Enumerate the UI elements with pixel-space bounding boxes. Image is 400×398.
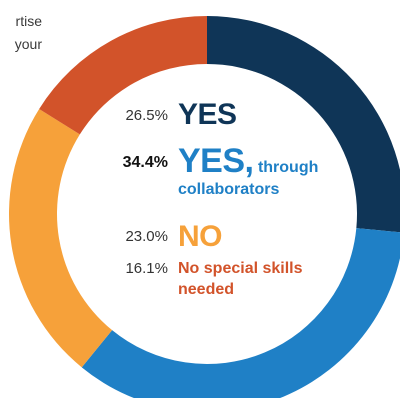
legend-label-yes-rest: through xyxy=(257,159,319,176)
truncated-question-text: rtise your xyxy=(0,10,42,56)
question-line-2: your xyxy=(14,36,42,52)
legend-label-yes-line2: collaborators xyxy=(178,181,280,198)
legend-label-no-special-skills-line2: needed xyxy=(178,281,235,298)
slice-no-special-skills xyxy=(39,16,208,135)
legend-row-yes-collaborators: 34.4% YES, through collaborators xyxy=(110,142,360,202)
slice-yes xyxy=(207,16,400,233)
slice-no xyxy=(8,108,113,368)
legend-row-no-special-skills: 16.1% No special skills needed xyxy=(110,258,360,302)
legend-row-no: 23.0% NO xyxy=(110,220,360,254)
legend-pct-yes-collaborators: 34.4% xyxy=(122,154,168,171)
legend-label-yes-main: YES, xyxy=(178,142,254,180)
legend-label-yes-collaborators: YES, through xyxy=(178,142,318,181)
legend-label-yes: YES xyxy=(178,98,237,131)
legend-pct-no-special-skills: 16.1% xyxy=(125,260,168,277)
legend-pct-yes: 26.5% xyxy=(125,107,168,124)
legend-pct-no: 23.0% xyxy=(125,228,168,245)
question-line-1: rtise xyxy=(15,13,42,29)
legend-label-no: NO xyxy=(178,220,223,253)
legend-row-yes: 26.5% YES xyxy=(110,98,360,138)
slice-yes-collaborators xyxy=(81,228,400,398)
legend-label-no-special-skills: No special skills xyxy=(178,260,303,277)
